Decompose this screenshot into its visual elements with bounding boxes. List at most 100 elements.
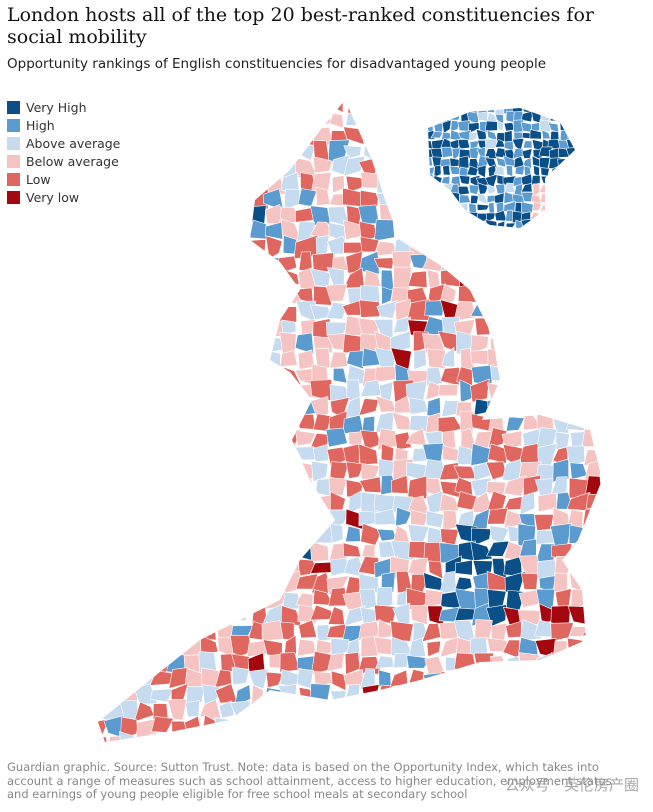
constituency <box>598 379 602 403</box>
constituency <box>505 701 525 721</box>
constituency <box>505 620 522 639</box>
constituency <box>264 570 286 595</box>
constituency <box>442 225 461 242</box>
constituency <box>247 494 270 515</box>
constituency <box>170 318 190 338</box>
constituency <box>310 715 334 738</box>
constituency <box>119 385 138 402</box>
constituency <box>202 191 218 209</box>
constituency <box>104 509 122 529</box>
constituency <box>449 202 461 212</box>
constituency <box>263 335 283 353</box>
constituency <box>168 540 187 559</box>
constituency <box>540 381 555 400</box>
constituency <box>215 570 236 593</box>
legend-label: Low <box>26 171 51 187</box>
constituency <box>428 220 436 228</box>
constituency <box>134 100 158 110</box>
constituency <box>282 542 299 560</box>
constituency <box>359 299 380 318</box>
constituency <box>284 716 301 736</box>
constituency <box>599 348 602 370</box>
constituency <box>570 588 590 609</box>
constituency <box>169 267 184 289</box>
constituency <box>104 479 123 497</box>
constituency <box>98 621 110 643</box>
constituency <box>458 175 471 185</box>
constituency <box>136 653 156 674</box>
constituency <box>521 348 536 369</box>
constituency <box>373 257 395 270</box>
constituency <box>430 183 441 196</box>
constituency <box>98 592 107 608</box>
constituency <box>576 220 587 230</box>
constituency <box>583 156 602 179</box>
constituency <box>151 100 174 112</box>
constituency <box>171 126 190 146</box>
constituency <box>570 396 585 415</box>
constituency <box>557 158 568 169</box>
constituency <box>494 183 506 195</box>
constituency <box>552 171 570 196</box>
constituency <box>441 194 454 204</box>
constituency <box>393 100 413 115</box>
constituency <box>165 238 190 253</box>
constituency <box>150 570 174 595</box>
constituency <box>428 210 436 224</box>
constituency <box>599 525 602 547</box>
constituency <box>581 731 602 742</box>
constituency <box>588 363 602 386</box>
constituency <box>549 684 568 707</box>
constituency <box>441 346 456 368</box>
constituency <box>502 100 524 110</box>
constituency <box>229 139 254 159</box>
constituency <box>551 382 568 402</box>
constituency <box>103 542 125 557</box>
constituency <box>183 578 204 595</box>
constituency <box>428 173 436 188</box>
constituency <box>203 155 222 178</box>
constituency <box>262 702 285 720</box>
constituency <box>360 463 381 480</box>
constituency <box>395 171 414 196</box>
constituency <box>218 207 237 224</box>
constituency <box>135 396 157 418</box>
constituency <box>234 464 254 483</box>
constituency <box>565 192 575 204</box>
constituency <box>218 350 233 371</box>
constituency <box>486 507 509 525</box>
constituency <box>98 234 110 257</box>
constituency <box>405 204 431 226</box>
constituency <box>231 173 250 193</box>
constituency <box>329 100 344 114</box>
constituency <box>407 270 428 288</box>
constituency <box>325 427 348 448</box>
constituency <box>166 524 189 543</box>
constituency <box>345 684 361 707</box>
constituency <box>165 508 186 528</box>
constituency <box>198 128 220 147</box>
constituency <box>181 220 206 243</box>
constituency <box>213 510 238 531</box>
constituency <box>312 443 330 462</box>
constituency <box>167 415 184 431</box>
constituency <box>377 715 399 738</box>
map <box>98 100 602 742</box>
constituency <box>279 331 297 356</box>
constituency <box>601 334 602 354</box>
constituency <box>598 716 602 739</box>
constituency <box>566 365 589 383</box>
constituency <box>120 655 139 675</box>
constituency <box>166 107 188 129</box>
legend-swatch <box>7 154 20 168</box>
constituency <box>168 223 188 243</box>
constituency <box>468 220 480 228</box>
legend-label: Very low <box>26 189 80 205</box>
constituency <box>167 364 186 386</box>
constituency <box>118 442 139 467</box>
constituency <box>133 155 155 177</box>
constituency <box>502 730 525 742</box>
constituency <box>197 241 219 256</box>
constituency <box>520 666 541 686</box>
constituency <box>103 494 124 511</box>
